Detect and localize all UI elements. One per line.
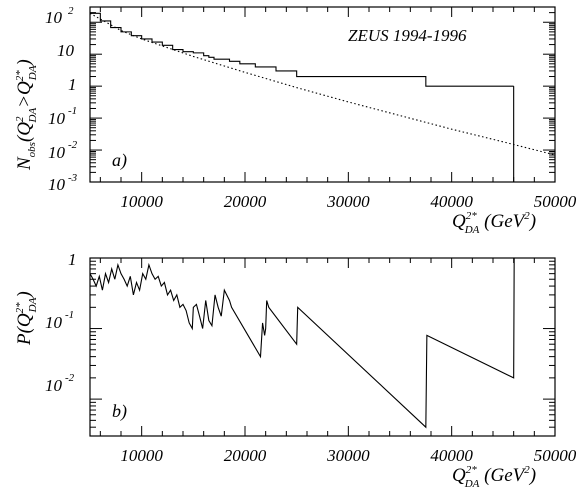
x-tick-label: 50000 <box>534 192 577 211</box>
panel-a-frame <box>89 6 556 183</box>
y-tick-exp: -1 <box>68 105 77 117</box>
y-tick-exp: -3 <box>68 172 78 184</box>
panel-a-data <box>89 12 556 182</box>
y-tick-label: 1 <box>68 75 77 94</box>
y-tick-label: 10 <box>48 109 66 128</box>
panel-b-frame <box>89 257 556 437</box>
panel-b-x-axis-title: Q2* DA (GeV2) <box>452 464 536 490</box>
y-tick-label: 10 <box>48 143 66 162</box>
y-tick-exp: -2 <box>65 372 75 384</box>
panel-b-y-axis-title: P(Q2*DA) <box>14 291 39 346</box>
panel-a-x-axis-title: Q2* DA (GeV2) <box>452 210 536 236</box>
x-tick-label: 50000 <box>534 446 577 465</box>
panel-a-label: a) <box>112 150 127 171</box>
panel-b-ticks <box>90 257 556 437</box>
x-tick-label: 40000 <box>430 192 473 211</box>
panel-a-y-axis-title: Nobs(Q2DA>Q2*DA) <box>14 59 39 171</box>
x-tick-label: 20000 <box>224 192 267 211</box>
y-tick-label: 1 <box>68 250 77 269</box>
panel-a-y-tick-labels: 10 2 10 1 10 -1 10 -2 10 -3 <box>45 5 78 194</box>
series-line <box>89 257 515 429</box>
panel-a-ticks <box>90 6 556 183</box>
y-tick-label: 10 <box>45 313 63 332</box>
y-tick-label: 10 <box>57 41 75 60</box>
x-tick-label: 20000 <box>224 446 267 465</box>
x-tick-label: 10000 <box>120 192 163 211</box>
y-tick-exp: 2 <box>68 5 74 17</box>
panel-b-data <box>89 257 515 429</box>
y-tick-label: 10 <box>48 175 66 194</box>
y-tick-label: 10 <box>45 8 63 27</box>
x-tick-label: 40000 <box>430 446 473 465</box>
y-tick-exp: -1 <box>65 309 74 321</box>
prediction-line <box>89 12 556 156</box>
x-tick-label: 30000 <box>326 192 370 211</box>
y-tick-exp: -2 <box>68 139 78 151</box>
series-line <box>90 12 515 182</box>
panel-b-y-tick-labels: 1 10 -1 10 -2 <box>45 250 77 395</box>
panel-b-x-tick-labels: 10000 20000 30000 40000 50000 <box>120 446 576 465</box>
panel-a-x-tick-labels: 10000 20000 30000 40000 50000 <box>120 192 576 211</box>
x-tick-label: 30000 <box>326 446 370 465</box>
x-tick-label: 10000 <box>120 446 163 465</box>
y-tick-label: 10 <box>45 376 63 395</box>
experiment-label: ZEUS 1994-1996 <box>348 26 467 45</box>
panel-b-label: b) <box>112 401 127 422</box>
